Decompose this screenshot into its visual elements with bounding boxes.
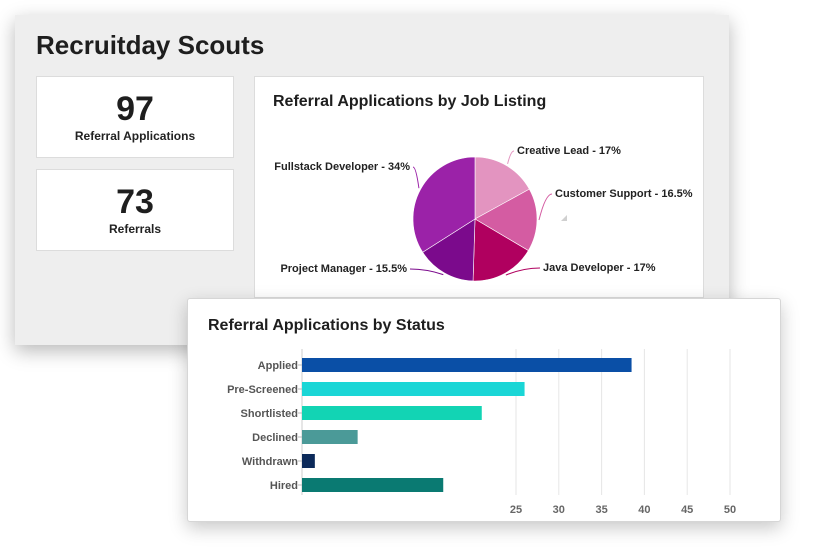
pie-slice-creative-lead[interactable] (474, 156, 530, 220)
page-title: Recruitday Scouts (36, 30, 265, 60)
pie-connector (409, 268, 444, 276)
pie-connector (412, 166, 420, 189)
referrals-count: 73 (116, 183, 154, 221)
category-label: Pre-Screened (227, 384, 298, 396)
referral-applications-card[interactable]: 97 Referral Applications (36, 76, 234, 158)
referral-applications-label: Referral Applications (74, 129, 196, 143)
category-label: Applied (258, 360, 298, 372)
referral-applications-count: 97 (116, 90, 154, 128)
x-tick-label: 30 (553, 504, 565, 516)
x-tick-label: 50 (724, 504, 736, 516)
pie-connector (538, 193, 553, 221)
bar-declined[interactable] (302, 430, 358, 444)
bar-shortlisted[interactable] (302, 406, 482, 420)
pie-connector (507, 150, 515, 165)
bar-applied[interactable] (302, 358, 632, 372)
pie-handle-icon (561, 215, 567, 221)
x-tick-label: 35 (595, 504, 607, 516)
pie-chart-card: Referral Applications by Job Listing Cre… (254, 76, 704, 298)
category-label: Shortlisted (241, 408, 298, 420)
bar-withdrawn[interactable] (302, 454, 315, 468)
category-label: Declined (252, 432, 298, 444)
pie-label: Java Developer - 17% (543, 262, 656, 274)
bar-chart-title: Referral Applications by Status (208, 317, 445, 334)
bar-chart: 25 30 35 40 45 50 Applied Pre-Screened Shortlist… (227, 349, 736, 516)
pie-chart: Creative Lead - 17% Customer Support - 16… (274, 145, 693, 282)
pie-slice-project-manager[interactable] (422, 218, 476, 282)
bar-pre-screened[interactable] (302, 382, 525, 396)
bar-hired[interactable] (302, 478, 444, 492)
category-label: Hired (270, 480, 298, 492)
bar-chart-card: Referral Applications by Status 25 30 35 40… (187, 298, 781, 522)
pie-label: Project Manager - 15.5% (280, 263, 407, 275)
referrals-card[interactable]: 73 Referrals (36, 169, 234, 251)
pie-label: Creative Lead - 17% (517, 145, 621, 157)
pie-label: Customer Support - 16.5% (555, 188, 693, 200)
pie-slice-java-developer[interactable] (472, 218, 529, 282)
pie-slice-customer-support[interactable] (474, 188, 538, 251)
pie-chart-title: Referral Applications by Job Listing (273, 93, 547, 110)
x-tick-label: 40 (638, 504, 650, 516)
pie-slice-fullstack-developer[interactable] (412, 156, 476, 253)
category-label: Withdrawn (242, 456, 298, 468)
x-tick-label: 25 (510, 504, 522, 516)
x-tick-label: 45 (681, 504, 693, 516)
referrals-label: Referrals (108, 222, 162, 236)
pie-label: Fullstack Developer - 34% (274, 161, 410, 173)
pie-connector (505, 267, 541, 276)
